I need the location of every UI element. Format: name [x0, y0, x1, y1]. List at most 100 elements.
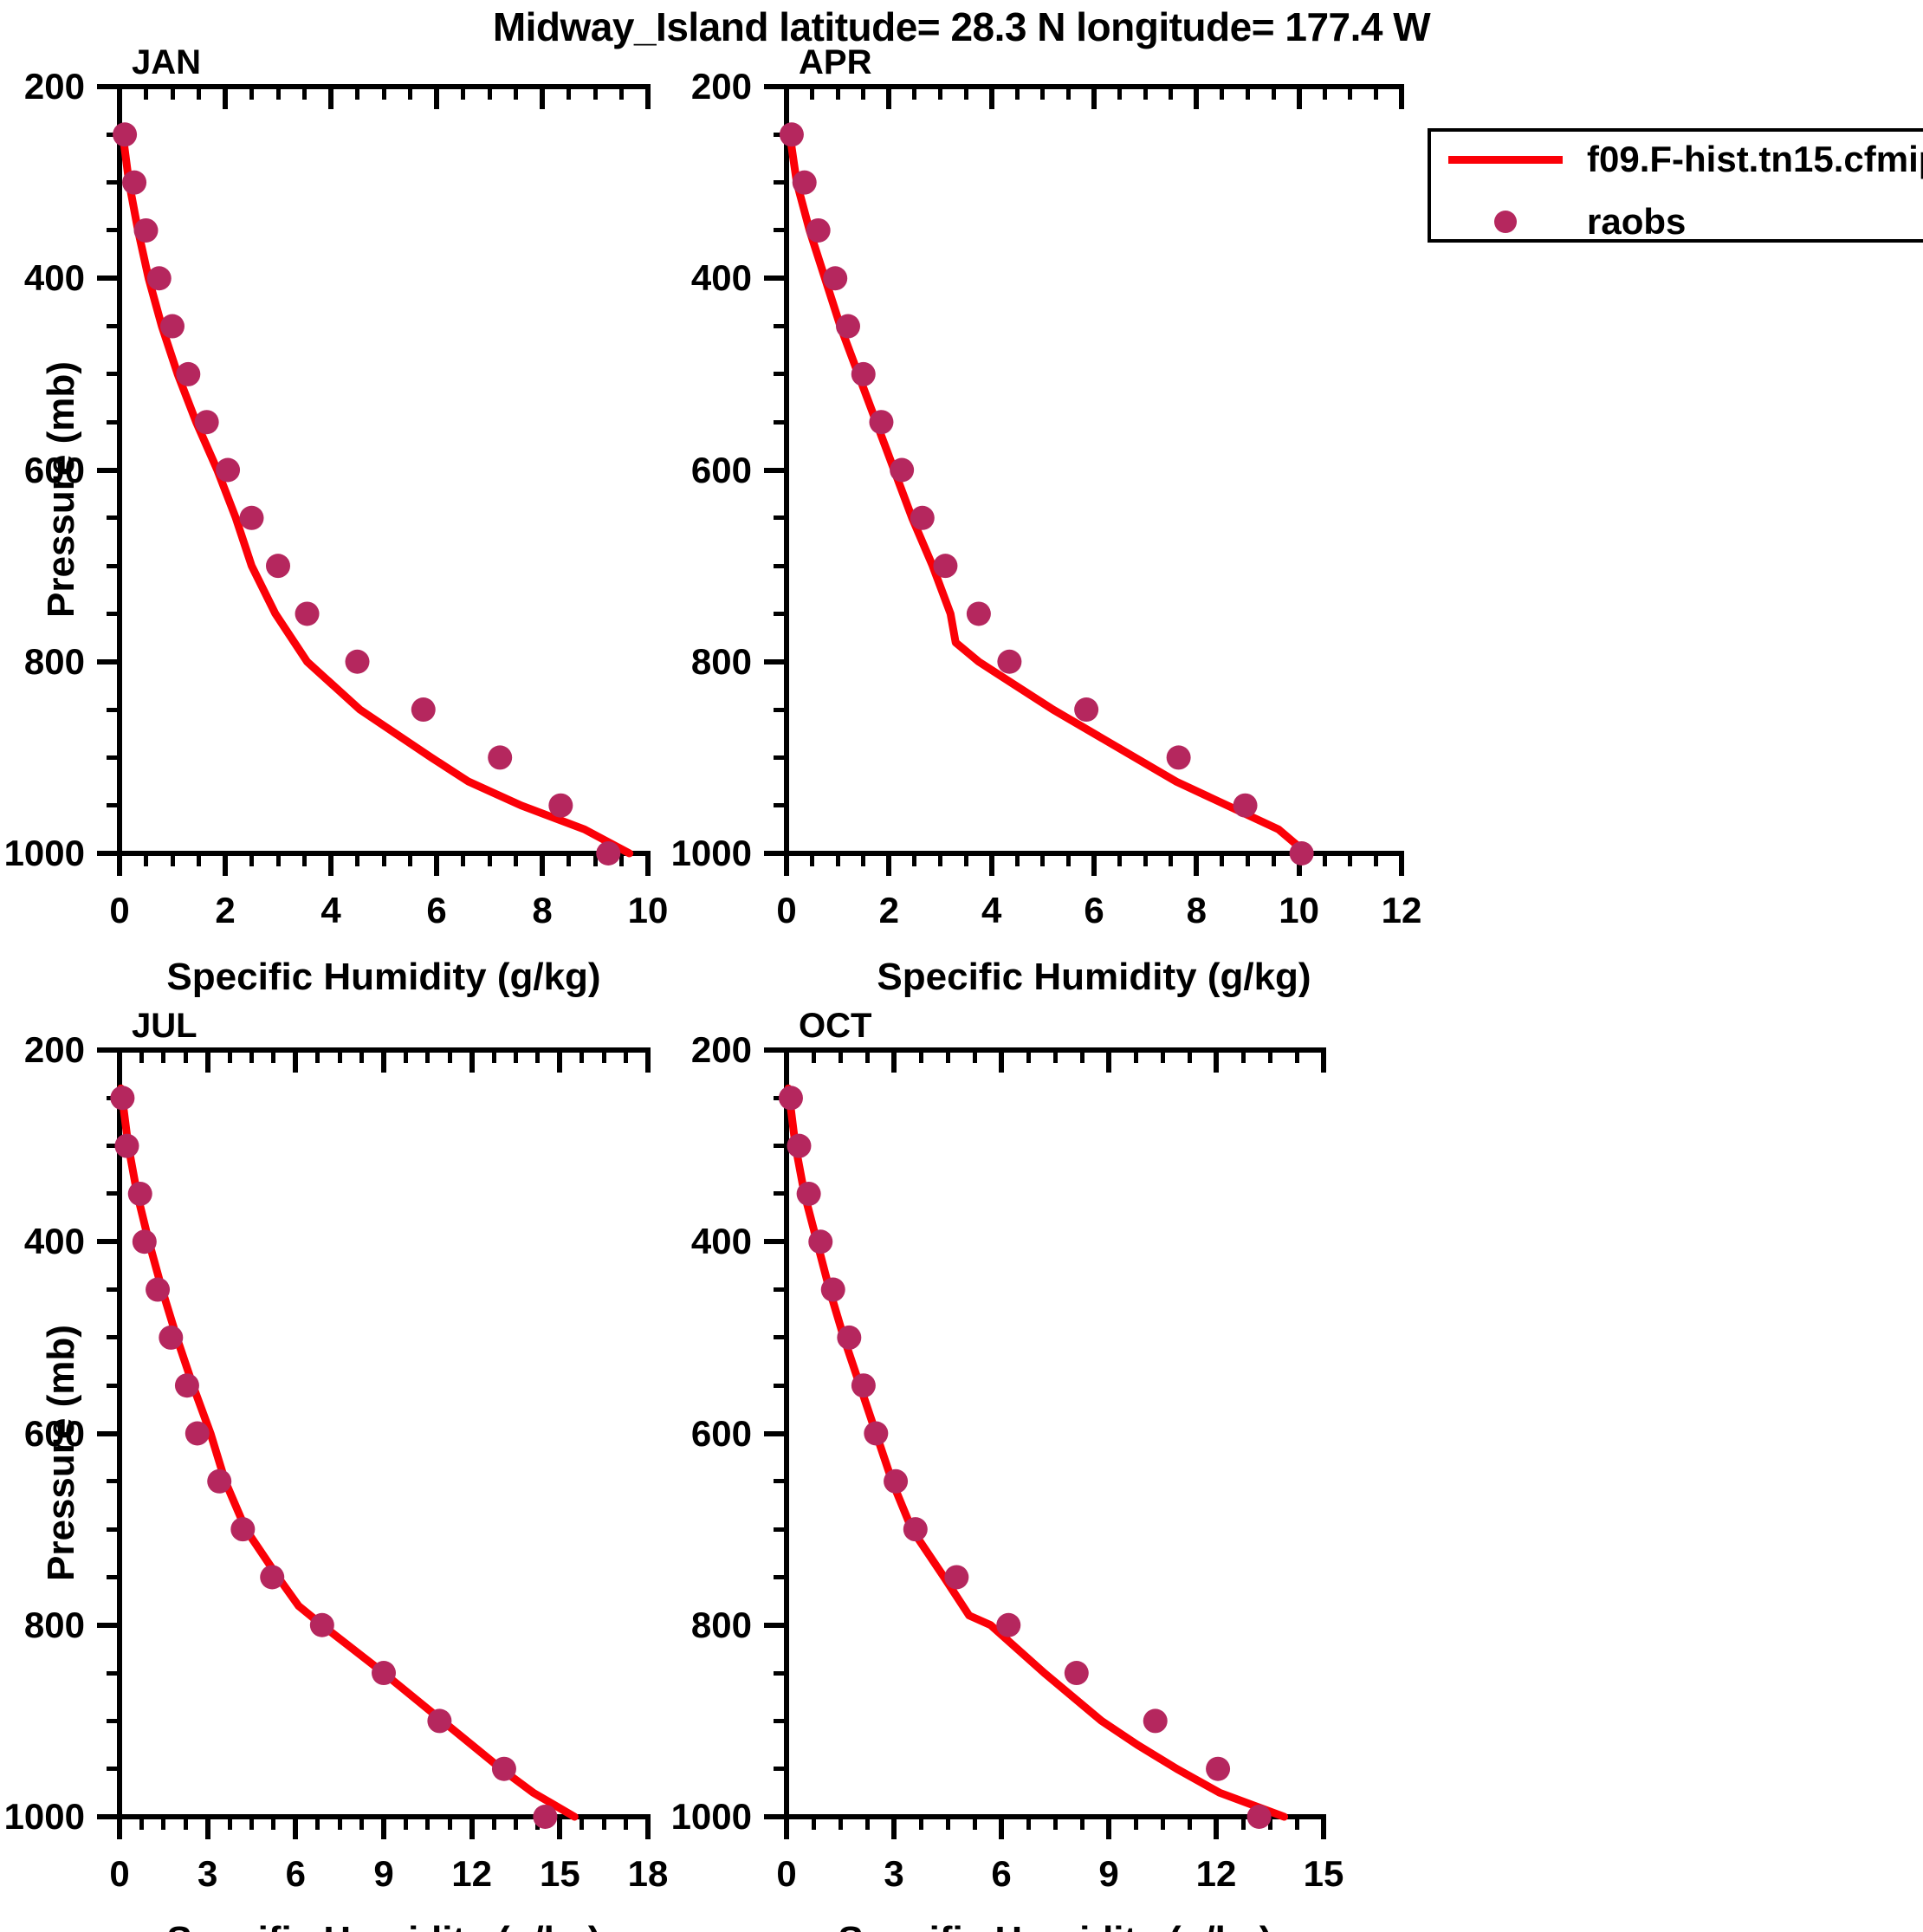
xtick-major	[1399, 853, 1404, 876]
xtick-label: 6	[426, 890, 447, 930]
ytick-minor	[107, 1335, 120, 1340]
xtick-label: 0	[109, 1853, 130, 1894]
ytick-minor	[774, 1670, 787, 1676]
xtick-major	[328, 87, 333, 109]
ytick-major	[764, 1622, 787, 1628]
obs-marker	[1074, 697, 1099, 723]
xtick-major	[540, 87, 545, 109]
xtick-minor	[1133, 1817, 1138, 1830]
ytick-minor	[774, 1144, 787, 1149]
ytick-label: 800	[690, 640, 752, 682]
obs-marker	[1233, 793, 1258, 818]
xtick-minor	[1052, 1050, 1058, 1063]
xtick-minor	[487, 853, 492, 866]
xtick-major	[1091, 853, 1097, 876]
xtick-minor	[359, 1817, 365, 1830]
xtick-major	[557, 1817, 563, 1839]
xtick-minor	[425, 1050, 431, 1063]
xtick-major	[645, 87, 651, 109]
xtick-minor	[447, 1050, 452, 1063]
xtick-major	[645, 1050, 651, 1073]
obs-marker	[808, 1229, 833, 1255]
xtick-label: 10	[627, 890, 669, 930]
xtick-minor	[1079, 1050, 1085, 1063]
xtick-minor	[161, 1817, 166, 1830]
ytick-minor	[107, 1287, 120, 1293]
xtick-minor	[918, 1050, 923, 1063]
xtick-minor	[1040, 87, 1046, 100]
xtick-label: 6	[285, 1853, 307, 1894]
xtick-label: 12	[451, 1853, 493, 1894]
obs-marker	[146, 266, 172, 291]
xtick-minor	[1014, 87, 1020, 100]
xtick-minor	[1026, 1050, 1031, 1063]
xtick-minor	[1026, 1817, 1031, 1830]
ytick-label: 400	[690, 1221, 752, 1262]
obs-marker	[944, 1565, 969, 1590]
xtick-minor	[302, 853, 307, 866]
ytick-label: 200	[690, 1029, 752, 1070]
xtick-minor	[249, 1817, 254, 1830]
ytick-label: 800	[23, 1604, 85, 1645]
ytick-minor	[107, 180, 120, 185]
xtick-minor	[1322, 853, 1327, 866]
xtick-label: 12	[1195, 1853, 1237, 1894]
obs-marker	[966, 601, 991, 626]
ytick-major	[764, 1239, 787, 1245]
xtick-minor	[1373, 853, 1378, 866]
xtick-minor	[835, 853, 840, 866]
xtick-minor	[938, 87, 942, 100]
xtick-minor	[275, 853, 281, 866]
xtick-minor	[381, 87, 386, 100]
xtick-major	[204, 1050, 210, 1073]
obs-marker	[787, 1133, 812, 1158]
ytick-minor	[774, 180, 787, 185]
legend-item-obs[interactable]: raobs	[1448, 201, 1686, 243]
xtick-minor	[1322, 87, 1327, 100]
xtick-minor	[810, 87, 815, 100]
xtick-major	[784, 1050, 789, 1073]
xtick-minor	[579, 1817, 585, 1830]
ytick-minor	[107, 419, 120, 425]
ytick-minor	[774, 563, 787, 568]
obs-marker	[488, 745, 513, 770]
xtick-minor	[963, 87, 968, 100]
xtick-major	[645, 853, 651, 876]
xtick-minor	[861, 87, 866, 100]
ytick-major	[764, 467, 787, 473]
obs-marker	[823, 266, 848, 291]
obs-marker	[133, 217, 159, 243]
legend-item-model[interactable]: f09.F-hist.tn15.cfmip.	[1448, 139, 1923, 180]
obs-marker	[884, 1468, 909, 1494]
xtick-minor	[337, 1050, 342, 1063]
xtick-minor	[963, 853, 968, 866]
xtick-major	[1106, 1050, 1111, 1073]
xtick-label: 4	[320, 890, 341, 930]
obs-marker	[869, 410, 894, 435]
ytick-major	[97, 276, 120, 282]
xtick-major	[1321, 1050, 1326, 1073]
xtick-minor	[197, 87, 201, 100]
obs-marker	[933, 554, 958, 579]
ytick-minor	[774, 1718, 787, 1723]
xtick-minor	[183, 1817, 188, 1830]
obs-marker	[160, 314, 185, 339]
xtick-minor	[1294, 1050, 1299, 1063]
legend-label: f09.F-hist.tn15.cfmip.	[1587, 139, 1923, 179]
panel-label-oct: OCT	[799, 1007, 872, 1045]
obs-marker	[1166, 745, 1191, 770]
obs-marker	[127, 1181, 152, 1206]
xtick-label: 12	[1381, 890, 1422, 930]
obs-marker	[176, 361, 201, 386]
xtick-minor	[912, 87, 917, 100]
xtick-minor	[1271, 853, 1276, 866]
xtick-minor	[1246, 853, 1250, 866]
ytick-label: 1000	[3, 1796, 85, 1837]
ytick-major	[764, 84, 787, 89]
xtick-major	[557, 1050, 563, 1073]
xtick-label: 6	[991, 1853, 1012, 1894]
xtick-minor	[811, 1050, 816, 1063]
